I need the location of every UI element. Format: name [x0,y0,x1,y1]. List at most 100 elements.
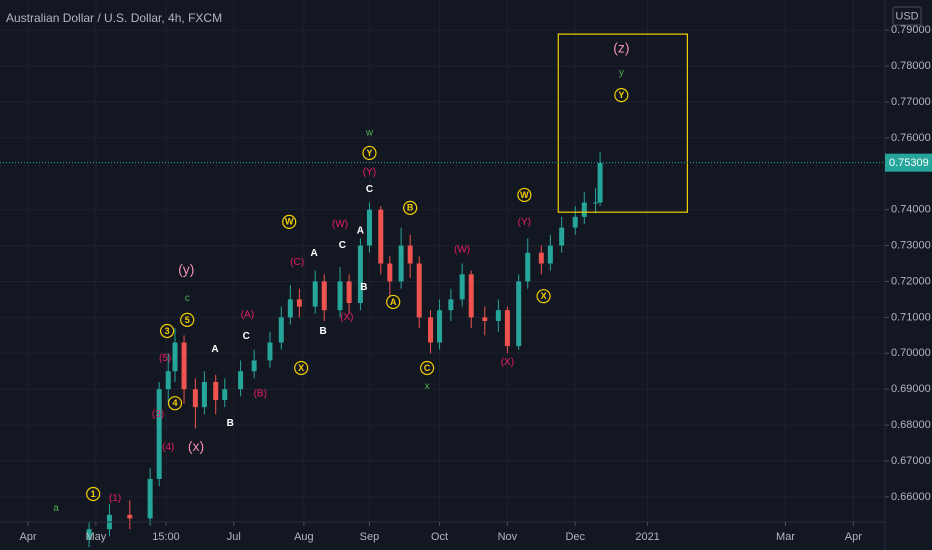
y-tick-label: 0.72000 [891,275,931,287]
wave-label: 4 [173,398,178,408]
wave-label: (z) [613,39,629,55]
y-tick-label: 0.66000 [891,491,931,503]
candle-body [495,310,501,321]
wave-label: 1 [91,489,96,499]
last-price-label: 0.75309 [889,157,929,169]
wave-circle [159,323,175,339]
candle-body [416,263,422,318]
wave-label: (X) [501,357,514,368]
candle-body [378,209,384,264]
wave-label: (4) [162,442,174,453]
x-tick-label: Aug [294,531,314,543]
y-tick-label: 0.70000 [891,347,931,359]
wave-label: A [390,297,397,307]
candle-body [287,299,293,318]
candle-body [278,317,284,343]
y-tick-label: 0.69000 [891,383,931,395]
wave-label: 3 [165,326,170,336]
wave-label: (A) [241,309,254,320]
plot: a 1 (1) (3) 3 4 (4) (5) 5 c (y) (x) A B C (A) (B) X W (C) A B… [0,33,885,548]
wave-label: B [319,326,326,337]
y-tick-label: 0.67000 [891,455,931,467]
target-box [557,33,688,213]
wave-label: Y [618,90,624,100]
candle-body [213,381,219,400]
x-tick-label: May [85,531,106,543]
wave-label: A [211,344,218,355]
candle-body [267,342,273,361]
candle-body [547,245,553,264]
candle-body [398,245,404,282]
wave-label: B [227,418,234,429]
wave-label: W [285,217,294,227]
axes: 0.66000 0.67000 0.68000 0.69000 0.70000 0.710… [19,24,932,543]
wave-label: C [339,240,346,251]
candle-body [572,216,578,228]
candle-body [559,227,565,246]
currency-label[interactable]: USD [895,10,918,22]
y-tick-label: 0.68000 [891,419,931,431]
x-tick-label: Sep [360,531,380,543]
x-tick-label: Jul [227,531,241,543]
x-tick-label: 15:00 [152,531,180,543]
wave-circle [282,214,297,229]
wave-label: x [425,381,430,392]
wave-label: (x) [188,438,204,454]
x-tick-label: Mar [776,531,795,543]
last-price-tag [885,153,932,172]
wave-label: y [619,67,624,78]
candle-body [468,274,474,318]
candle-body [581,202,587,217]
wave-label: (B) [254,388,267,399]
candle-body [482,317,488,321]
candle-body [321,281,327,311]
x-tick-label: Nov [498,531,518,543]
wave-label: 5 [185,315,190,325]
wave-circle [403,200,418,215]
candle-body [538,252,544,264]
candle-body [387,263,393,282]
x-tick-label: Dec [565,531,585,543]
candle-body [516,281,522,347]
candle-body [337,281,343,311]
wave-circle [86,486,101,502]
wave-label: B [407,203,414,213]
grid [0,0,885,522]
chart-title: Australian Dollar / U.S. Dollar, 4h, FXC… [6,11,222,25]
candle-body [593,202,599,204]
y-tick-label: 0.79000 [891,24,931,36]
candle-body [238,371,244,390]
wave-label: (y) [178,261,194,277]
x-tick-label: Oct [431,531,448,543]
wave-circle [167,396,183,411]
wave-label: (1) [109,493,121,504]
wave-label: Y [366,148,372,158]
wave-label: (Y) [518,217,531,228]
currency-box[interactable] [892,6,922,26]
candle-body [156,389,162,479]
wave-label: (W) [454,244,470,255]
wave-label: W [520,190,529,200]
candle-body [251,360,257,372]
wave-circle [362,145,377,161]
wave-circle [294,360,309,376]
wave-label: (X) [340,312,353,323]
candle-body [192,389,198,408]
candle-body [222,389,228,400]
y-tick-label: 0.73000 [891,239,931,251]
wave-label: A [310,248,317,259]
candle-body [366,209,372,246]
candle-body [172,342,178,372]
candle-body [165,371,171,390]
candle-body [147,478,153,519]
candle-body [181,342,187,390]
wave-label: A [357,225,364,236]
candle-body [312,281,318,307]
wave-label: X [541,291,547,301]
candle-body [86,529,92,540]
x-tick-label: Apr [19,531,36,543]
wave-label: C [424,363,431,373]
wave-label: (5) [159,353,171,364]
wave-label: C [243,331,250,342]
